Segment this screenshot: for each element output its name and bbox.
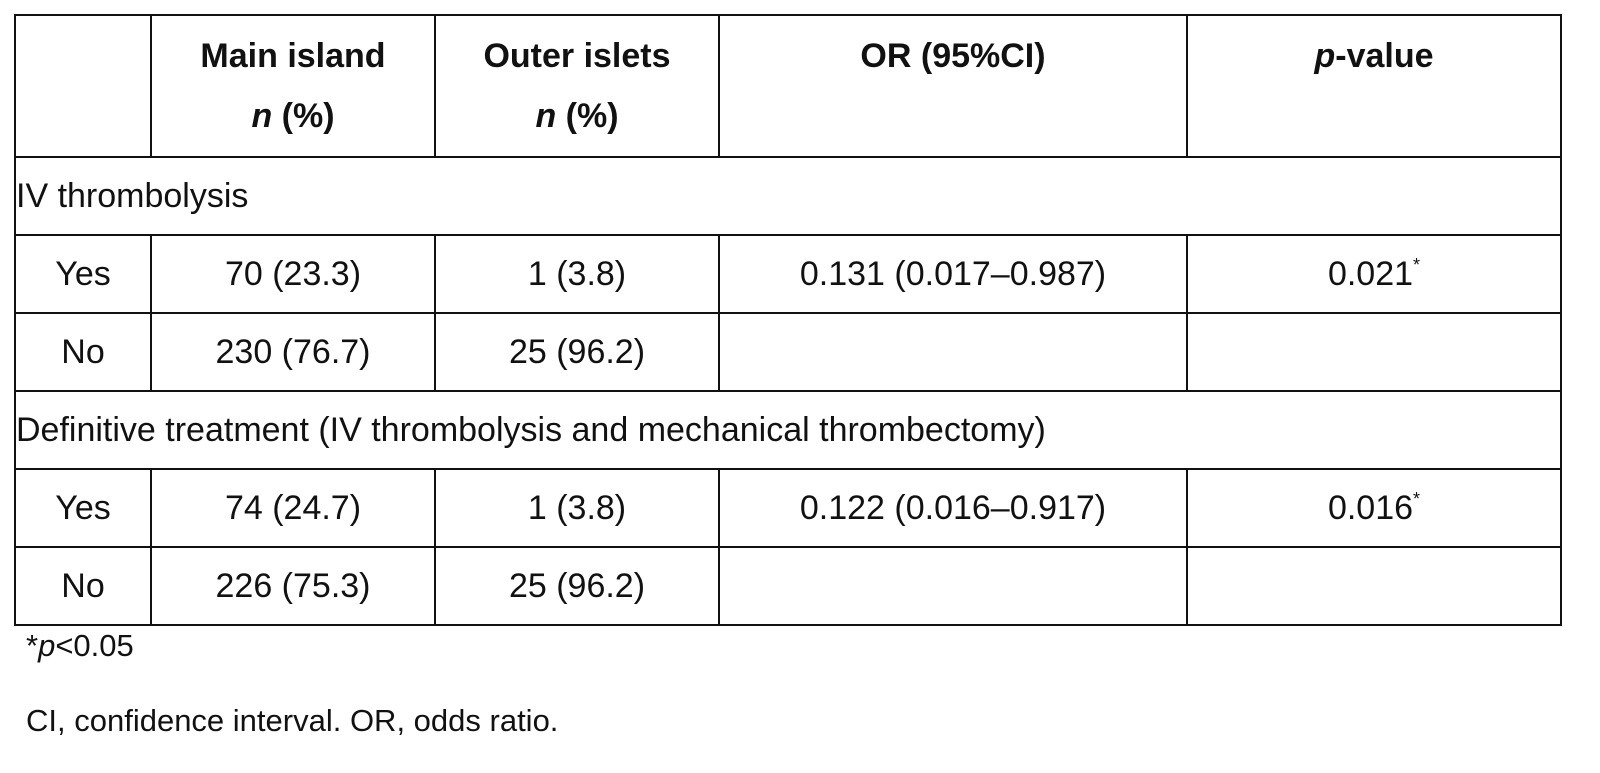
header-outer-islets: Outer islets n (%) (434, 14, 720, 158)
p-value: 0.016 (1327, 488, 1414, 527)
footnote-p: p (38, 628, 56, 663)
header-p-value: p-value (1186, 14, 1562, 158)
header-main-island: Main island n (%) (150, 14, 436, 158)
table-row: Yes 70 (23.3) 1 (3.8) 0.131 (0.017–0.987… (14, 234, 1562, 314)
or-ci-value (718, 546, 1188, 626)
header-main-island-label: Main island (200, 37, 386, 75)
p-value-cell (1186, 546, 1562, 626)
header-or-ci: OR (95%CI) (718, 14, 1188, 158)
results-table: Main island n (%) Outer islets n (%) OR … (14, 14, 1562, 626)
section-row: Definitive treatment (IV thrombolysis an… (14, 390, 1562, 470)
abbreviations-footnote: CI, confidence interval. OR, odds ratio. (26, 703, 559, 738)
outer-islets-value: 25 (96.2) (434, 546, 720, 626)
header-row: Main island n (%) Outer islets n (%) OR … (14, 14, 1562, 158)
footnote-star: * (26, 628, 39, 663)
section-title: Definitive treatment (IV thrombolysis an… (14, 390, 1562, 470)
row-label: No (14, 312, 152, 392)
table-row: No 230 (76.7) 25 (96.2) (14, 312, 1562, 392)
significance-footnote: *p<0.05 (26, 628, 134, 664)
main-island-value: 74 (24.7) (150, 468, 436, 548)
header-p-italic: p (1314, 37, 1336, 75)
header-p-rest: -value (1335, 37, 1434, 75)
header-outer-islets-n: n (535, 97, 557, 135)
header-or-ci-label: OR (95%CI) (860, 37, 1046, 75)
significance-marker: * (1413, 488, 1421, 509)
significance-marker: * (1413, 254, 1421, 275)
main-island-value: 226 (75.3) (150, 546, 436, 626)
footnote-threshold: <0.05 (55, 628, 134, 663)
row-label: Yes (14, 234, 152, 314)
main-island-value: 70 (23.3) (150, 234, 436, 314)
row-label: No (14, 546, 152, 626)
header-outer-islets-pct: (%) (556, 97, 619, 135)
or-ci-value: 0.122 (0.016–0.917) (718, 468, 1188, 548)
row-label: Yes (14, 468, 152, 548)
section-title: IV thrombolysis (14, 156, 1562, 236)
section-row: IV thrombolysis (14, 156, 1562, 236)
outer-islets-value: 1 (3.8) (434, 234, 720, 314)
outer-islets-value: 25 (96.2) (434, 312, 720, 392)
p-value-cell (1186, 312, 1562, 392)
header-empty-cell (14, 14, 152, 158)
header-main-island-n: n (251, 97, 273, 135)
main-island-value: 230 (76.7) (150, 312, 436, 392)
header-outer-islets-label: Outer islets (483, 37, 671, 75)
or-ci-value: 0.131 (0.017–0.987) (718, 234, 1188, 314)
table-row: Yes 74 (24.7) 1 (3.8) 0.122 (0.016–0.917… (14, 468, 1562, 548)
or-ci-value (718, 312, 1188, 392)
outer-islets-value: 1 (3.8) (434, 468, 720, 548)
p-value-cell: 0.021* (1186, 234, 1562, 314)
header-main-island-pct: (%) (272, 97, 335, 135)
p-value: 0.021 (1327, 254, 1414, 293)
table-row: No 226 (75.3) 25 (96.2) (14, 546, 1562, 626)
p-value-cell: 0.016* (1186, 468, 1562, 548)
